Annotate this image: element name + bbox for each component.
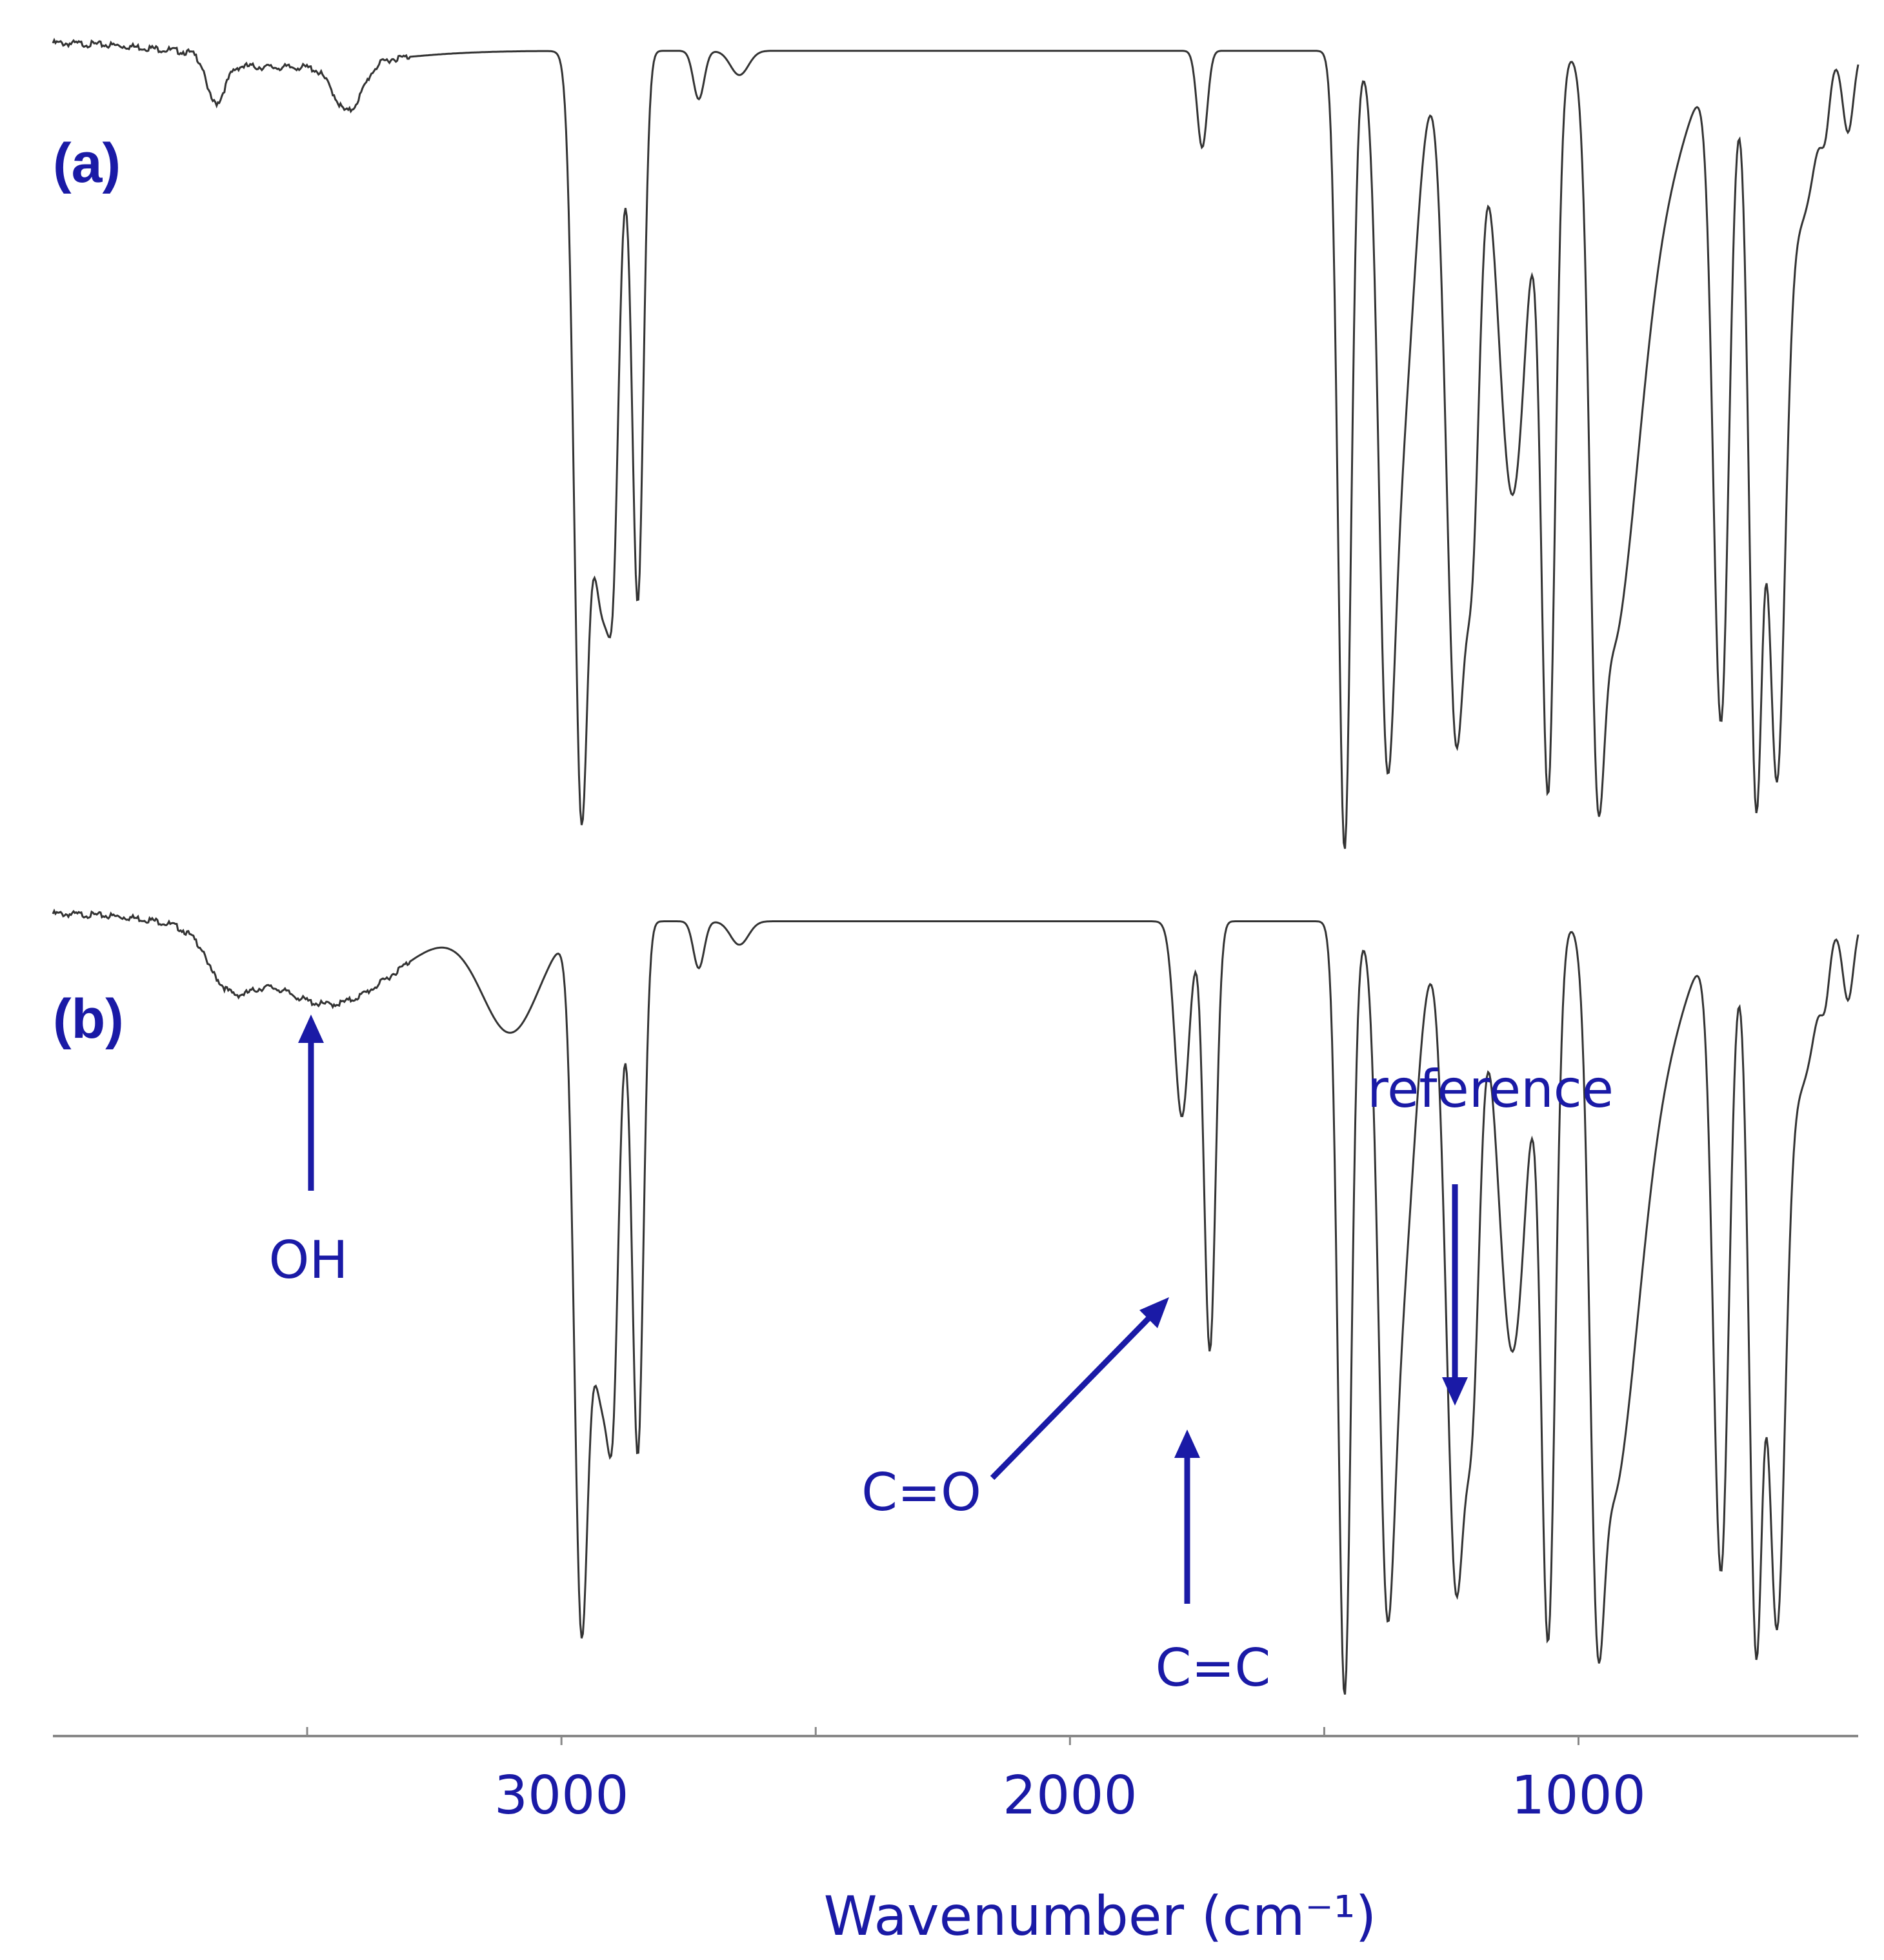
co-arrow-shaft: [990, 1316, 1151, 1480]
reference-label: reference: [1367, 1059, 1614, 1119]
panel-label-a: (a): [53, 132, 121, 194]
oh-label: OH: [268, 1230, 348, 1290]
spectrum-trace-a: [52, 37, 1859, 849]
cc-arrow-head: [1174, 1430, 1200, 1458]
annotation-cc: C=C: [1156, 1430, 1271, 1698]
co-arrow-head: [1139, 1297, 1169, 1328]
panel-label-b: (b): [53, 988, 124, 1050]
cc-label: C=C: [1156, 1638, 1271, 1698]
spectrum-trace-b: [52, 908, 1859, 1695]
x-axis: 3000 2000 1000 Wavenumber (cm⁻¹): [53, 1727, 1858, 1948]
annotation-reference: reference: [1367, 1059, 1614, 1406]
x-axis-title: Wavenumber (cm⁻¹): [824, 1884, 1377, 1948]
x-tick-label-3000: 3000: [494, 1765, 629, 1826]
oh-arrow-head: [298, 1015, 324, 1043]
co-label: C=O: [861, 1462, 981, 1522]
x-tick-label-2000: 2000: [1003, 1765, 1137, 1826]
x-tick-label-1000: 1000: [1511, 1765, 1646, 1826]
annotation-co: C=O: [861, 1297, 1169, 1522]
reference-arrow-head: [1442, 1377, 1468, 1406]
annotation-oh: OH: [268, 1015, 348, 1290]
